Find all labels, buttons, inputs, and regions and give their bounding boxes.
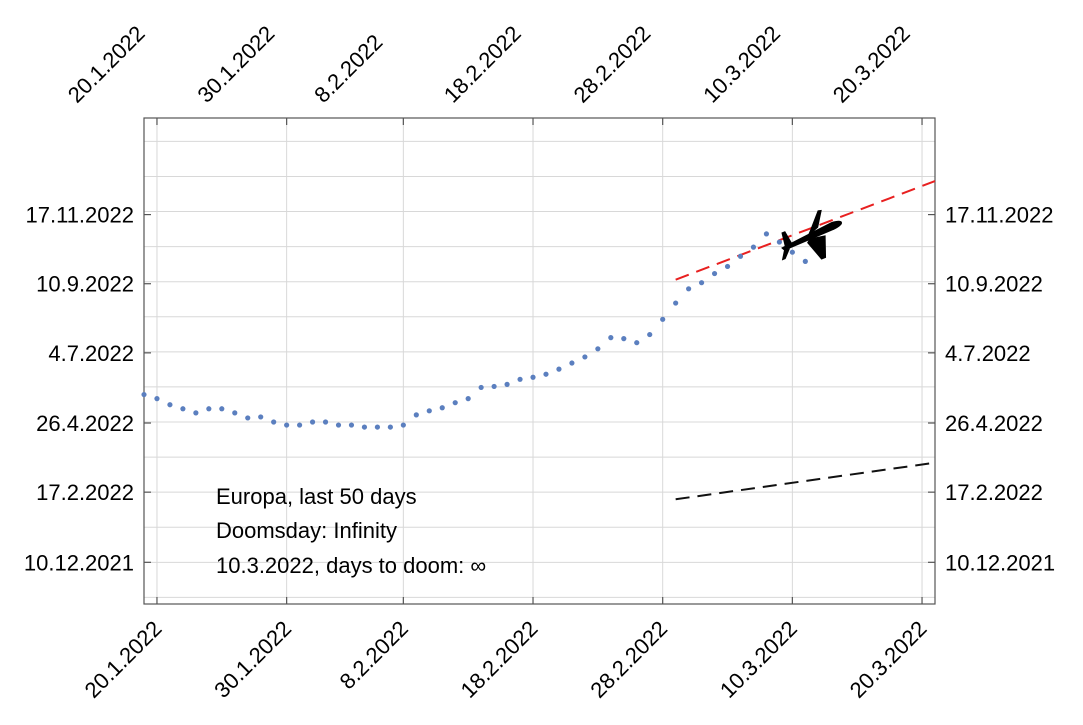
x-tick-label-bottom: 20.3.2022: [845, 616, 932, 703]
data-point: [763, 231, 770, 237]
data-point: [167, 402, 173, 408]
data-point: [180, 406, 186, 412]
data-points: [141, 231, 808, 430]
annotation-region: Europa, last 50 days: [216, 484, 417, 509]
tick-marks: [144, 118, 935, 604]
fit-line-1: [675, 461, 936, 501]
x-tick-label-bottom: 28.2.2022: [585, 616, 672, 703]
data-point: [504, 381, 510, 387]
data-point: [141, 391, 147, 398]
x-tick-label-top: 10.3.2022: [698, 21, 785, 108]
data-point: [686, 286, 692, 292]
annotation-days-to-doom: 10.3.2022, days to doom: ∞: [216, 553, 486, 578]
data-point: [400, 422, 406, 428]
plot-frame: [143, 117, 936, 605]
data-point: [335, 422, 342, 428]
data-point: [426, 408, 432, 414]
data-point: [737, 253, 744, 259]
data-point: [673, 300, 679, 306]
data-point: [530, 374, 536, 380]
y-tick-label-left: 10.12.2021: [24, 550, 134, 575]
data-point: [374, 424, 381, 430]
x-axis-labels-bottom: 20.1.2022 30.1.2022 8.2.2022 18.2.2022 28.2.…: [80, 616, 932, 703]
annotation-doomsday: Doomsday: Infinity: [216, 518, 397, 543]
fit-line-0: [675, 180, 936, 281]
data-point: [271, 419, 277, 425]
x-tick-label-top: 30.1.2022: [192, 21, 279, 108]
data-point: [724, 263, 731, 270]
data-point: [491, 383, 497, 390]
data-point: [776, 239, 782, 245]
data-point: [206, 406, 212, 412]
x-tick-label-top: 28.2.2022: [569, 21, 656, 108]
data-point: [297, 422, 303, 428]
data-point: [258, 414, 264, 420]
data-point: [802, 258, 808, 264]
data-point: [322, 419, 329, 425]
y-tick-label-left: 26.4.2022: [36, 411, 134, 436]
y-tick-label-left: 17.11.2022: [26, 203, 134, 228]
data-point: [284, 422, 290, 428]
data-point: [789, 249, 795, 255]
data-point: [309, 419, 316, 425]
data-point: [154, 396, 160, 402]
x-tick-label-top: 8.2.2022: [309, 29, 387, 107]
data-point: [465, 396, 471, 402]
y-tick-label-right: 17.2.2022: [945, 480, 1043, 505]
x-tick-label-top: 20.3.2022: [828, 21, 915, 108]
x-tick-label-bottom: 20.1.2022: [80, 616, 167, 703]
airplane-icon: [781, 209, 843, 261]
data-point: [750, 244, 757, 250]
data-point: [634, 340, 640, 346]
grid: [144, 118, 935, 604]
data-point: [582, 354, 588, 360]
data-point: [193, 410, 199, 416]
data-point: [543, 371, 549, 377]
y-tick-label-right: 26.4.2022: [945, 411, 1043, 436]
y-tick-label-left: 10.9.2022: [36, 272, 134, 297]
data-point: [361, 424, 368, 430]
data-point: [348, 422, 355, 428]
x-tick-label-bottom: 18.2.2022: [456, 616, 543, 703]
x-tick-label-bottom: 10.3.2022: [715, 616, 802, 703]
x-tick-label-bottom: 8.2.2022: [335, 616, 413, 694]
y-axis-labels-right: 10.12.2021 17.2.2022 26.4.2022 4.7.2022 10.9…: [945, 203, 1055, 576]
y-tick-label-right: 10.9.2022: [945, 272, 1043, 297]
data-point: [517, 376, 523, 382]
fit-lines: [675, 180, 936, 501]
data-point: [556, 366, 562, 372]
data-point: [452, 400, 458, 406]
y-tick-label-left: 17.2.2022: [36, 480, 134, 505]
y-tick-label-right: 10.12.2021: [945, 550, 1055, 575]
y-axis-labels-left: 10.12.2021 17.2.2022 26.4.2022 4.7.2022 10.9…: [24, 203, 134, 576]
x-tick-label-top: 18.2.2022: [439, 21, 526, 108]
data-point: [387, 424, 393, 430]
data-point: [439, 405, 445, 411]
y-tick-label-left: 4.7.2022: [48, 341, 134, 366]
data-point: [245, 415, 251, 421]
y-tick-label-right: 4.7.2022: [945, 341, 1031, 366]
x-tick-label-top: 20.1.2022: [63, 21, 150, 108]
data-point: [621, 336, 627, 342]
x-tick-label-bottom: 30.1.2022: [209, 616, 296, 703]
y-tick-label-right: 17.11.2022: [945, 203, 1053, 228]
data-point: [711, 270, 718, 277]
data-point: [232, 410, 238, 416]
data-point: [569, 360, 575, 366]
data-point: [608, 335, 614, 341]
data-point: [219, 406, 225, 412]
data-point: [595, 346, 601, 352]
data-point: [413, 412, 419, 418]
data-point: [478, 384, 484, 391]
x-axis-labels-top: 20.1.2022 30.1.2022 8.2.2022 18.2.2022 28.2.…: [63, 21, 915, 108]
data-point: [698, 280, 705, 286]
data-point: [647, 331, 653, 338]
data-point: [660, 316, 666, 322]
